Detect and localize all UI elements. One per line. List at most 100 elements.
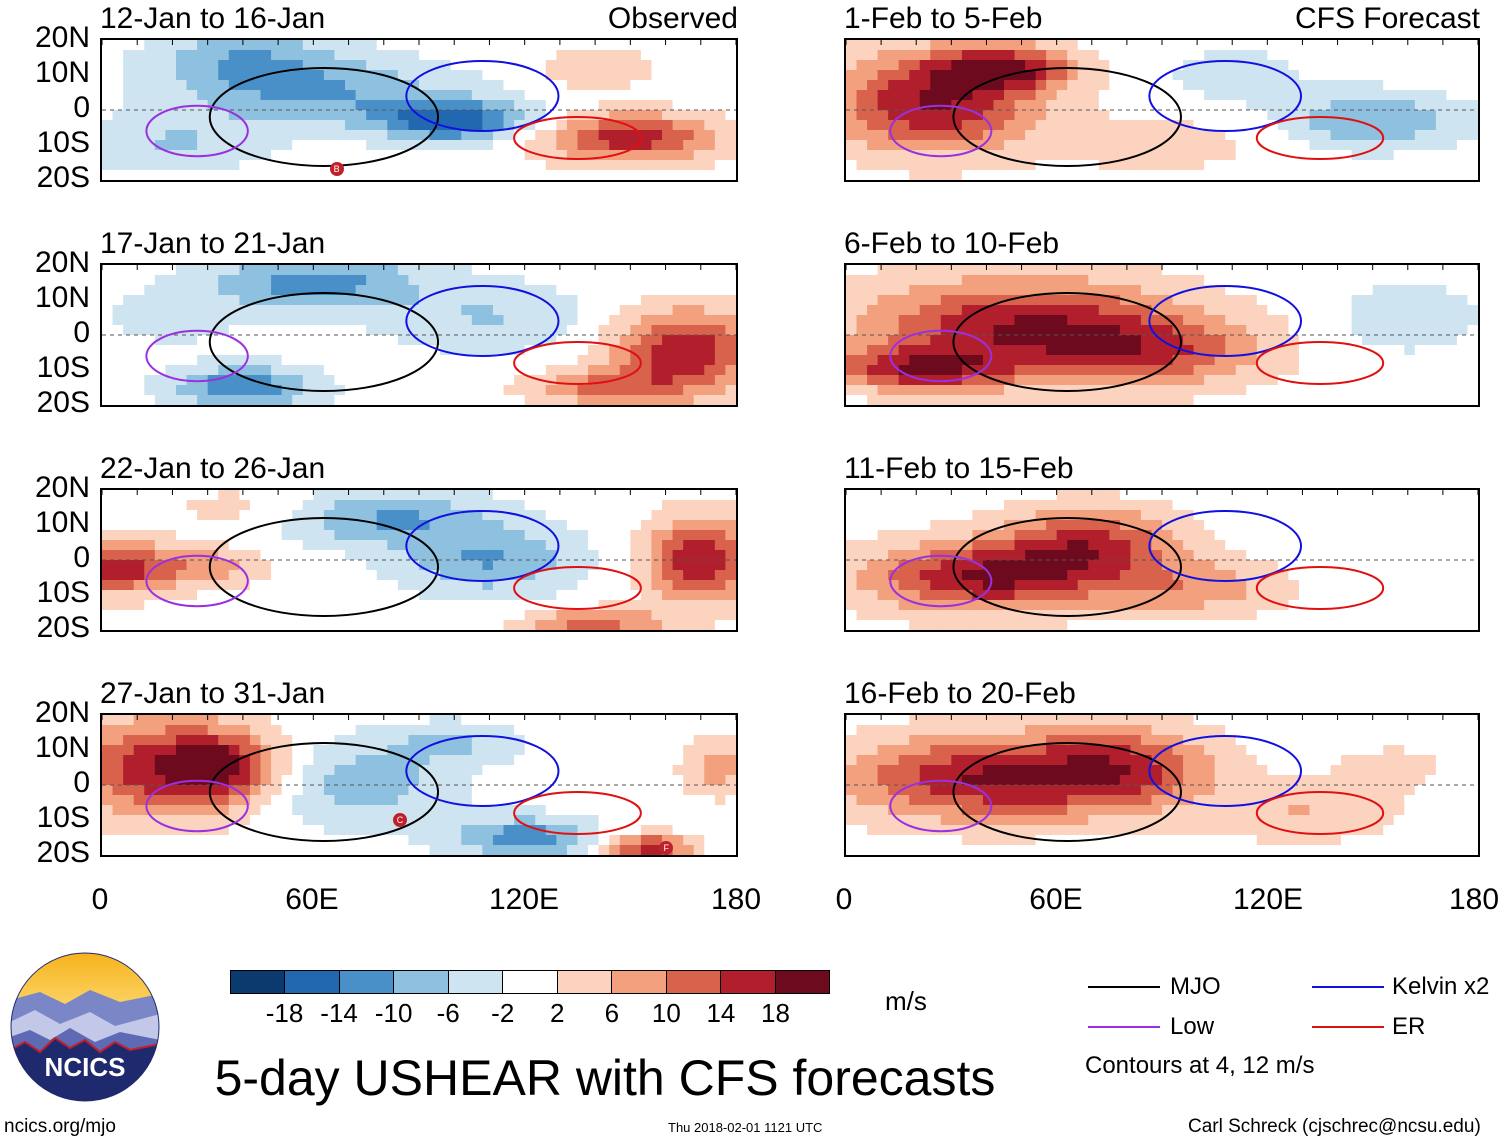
heatmap-cell <box>651 275 663 286</box>
heatmap-cell <box>961 325 973 336</box>
heatmap-cell <box>951 170 963 180</box>
heatmap-cell <box>281 315 293 326</box>
heatmap-cell <box>503 530 515 541</box>
heatmap-cell <box>186 120 198 131</box>
heatmap-cell <box>471 570 483 581</box>
heatmap-cell <box>281 745 293 756</box>
heatmap-cell <box>419 140 431 151</box>
heatmap-cell <box>951 265 963 276</box>
heatmap-cell <box>334 600 346 611</box>
heatmap-cell <box>1235 170 1247 180</box>
heatmap-cell <box>419 120 431 131</box>
heatmap-cell <box>1341 140 1353 151</box>
heatmap-cell <box>218 265 230 276</box>
heatmap-cell <box>1362 40 1374 51</box>
heatmap-cell <box>249 785 262 796</box>
heatmap-cell <box>419 395 431 405</box>
heatmap-cell <box>429 375 441 386</box>
heatmap-cell <box>154 815 166 826</box>
heatmap-cell <box>1435 160 1447 171</box>
heatmap-cell <box>683 50 695 61</box>
heatmap-cell <box>218 365 230 376</box>
heatmap-cell <box>1435 265 1447 276</box>
heatmap-cell <box>112 845 124 855</box>
heatmap-cell <box>535 40 547 51</box>
heatmap-cell <box>503 600 515 611</box>
heatmap-cell <box>165 70 177 81</box>
heatmap-cell <box>1446 50 1458 61</box>
heatmap-cell <box>1193 60 1205 71</box>
heatmap-cell <box>323 150 336 161</box>
heatmap-cell <box>888 295 900 306</box>
heatmap-cell <box>1246 265 1258 276</box>
heatmap-cell <box>302 110 314 121</box>
heatmap-cell <box>1456 355 1469 366</box>
heatmap-panel-obs-1: B <box>100 38 738 182</box>
heatmap-cell <box>175 560 188 571</box>
heatmap-cell <box>207 835 219 846</box>
heatmap-cell <box>1109 40 1121 51</box>
heatmap-cell <box>846 140 858 151</box>
heatmap-cell <box>228 150 240 161</box>
heatmap-cell <box>725 315 736 326</box>
heatmap-cell <box>672 355 684 366</box>
heatmap-cell <box>888 150 900 161</box>
heatmap-cell <box>640 550 653 561</box>
heatmap-cell <box>919 295 931 306</box>
heatmap-cell <box>419 735 431 746</box>
heatmap-cell <box>281 355 293 366</box>
heatmap-cell <box>249 725 262 736</box>
heatmap-cell <box>577 140 589 151</box>
heatmap-cell <box>1456 130 1469 141</box>
heatmap-cell <box>1204 100 1216 111</box>
heatmap-cell <box>598 530 610 541</box>
heatmap-cell <box>492 160 505 171</box>
heatmap-cell <box>609 755 621 766</box>
heatmap-cell <box>271 805 283 816</box>
heatmap-cell <box>154 275 166 286</box>
heatmap-cell <box>239 715 251 726</box>
heatmap-cell <box>1320 120 1332 131</box>
heatmap-cell <box>1162 325 1174 336</box>
heatmap-cell <box>1404 355 1416 366</box>
heatmap-cell <box>197 795 209 806</box>
heatmap-cell <box>112 285 124 296</box>
heatmap-cell <box>651 385 663 396</box>
heatmap-cell <box>1077 345 1089 356</box>
heatmap-cell <box>556 755 568 766</box>
heatmap-cell <box>112 375 124 386</box>
heatmap-cell <box>397 355 410 366</box>
heatmap-cell <box>566 120 579 131</box>
heatmap-cell <box>144 530 156 541</box>
heatmap-cell <box>218 345 230 356</box>
heatmap-cell <box>630 520 642 531</box>
heatmap-cell <box>556 140 568 151</box>
heatmap-cell <box>376 815 388 826</box>
heatmap-cell <box>714 40 727 51</box>
heatmap-cell <box>993 265 1005 276</box>
heatmap-cell <box>1425 160 1437 171</box>
heatmap-cell <box>482 315 494 326</box>
heatmap-cell <box>588 550 600 561</box>
heatmap-cell <box>1025 130 1037 141</box>
heatmap-cell <box>1393 265 1405 276</box>
heatmap-cell <box>1467 265 1478 276</box>
heatmap-cell <box>123 385 135 396</box>
heatmap-cell <box>1014 315 1026 326</box>
heatmap-cell <box>397 765 410 776</box>
heatmap-cell <box>207 70 219 81</box>
heatmap-cell <box>1372 160 1384 171</box>
heatmap-cell <box>683 375 695 386</box>
heatmap-cell <box>102 755 114 766</box>
heatmap-cell <box>930 170 942 180</box>
heatmap-cell <box>133 140 145 151</box>
heatmap-cell <box>545 395 557 405</box>
heatmap-cell <box>355 590 367 601</box>
heatmap-cell <box>1098 365 1110 376</box>
heatmap-cell <box>419 130 431 141</box>
heatmap-cell <box>1130 160 1142 171</box>
heatmap-cell <box>640 745 653 756</box>
heatmap-cell <box>1193 70 1205 81</box>
heatmap-cell <box>630 130 642 141</box>
heatmap-cell <box>1309 80 1321 91</box>
